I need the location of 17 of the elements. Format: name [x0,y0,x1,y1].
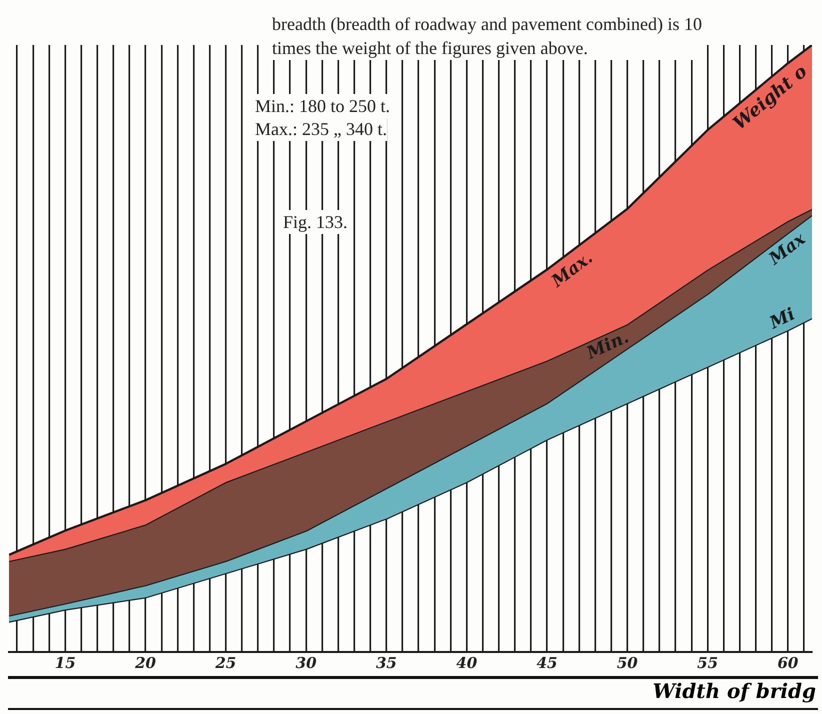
x-axis-title: Width of bridg [652,679,816,703]
x-tick-label: 60 [777,654,799,672]
x-tick-label: 50 [616,654,638,672]
series-label: Min. [583,327,632,364]
annotation: Max.: 235 „ 340 t. [255,117,387,141]
annotation: Fig. 133. [283,210,348,234]
x-tick-label: 25 [214,654,236,672]
x-tick-label: 15 [54,654,76,672]
x-tick-label: 35 [376,654,397,672]
x-tick-label: 40 [456,654,478,672]
x-tick-label: 20 [134,654,157,672]
x-tick-label: 45 [536,654,558,672]
annotation: breadth (breadth of roadway and pavement combined) is 10 times the weight of the figures given above. [272,12,702,60]
x-tick-label: 30 [296,654,318,672]
text: Mi [766,304,798,334]
x-tick-label: 55 [697,654,718,672]
annotation: Min.: 180 to 250 t. [255,94,390,118]
